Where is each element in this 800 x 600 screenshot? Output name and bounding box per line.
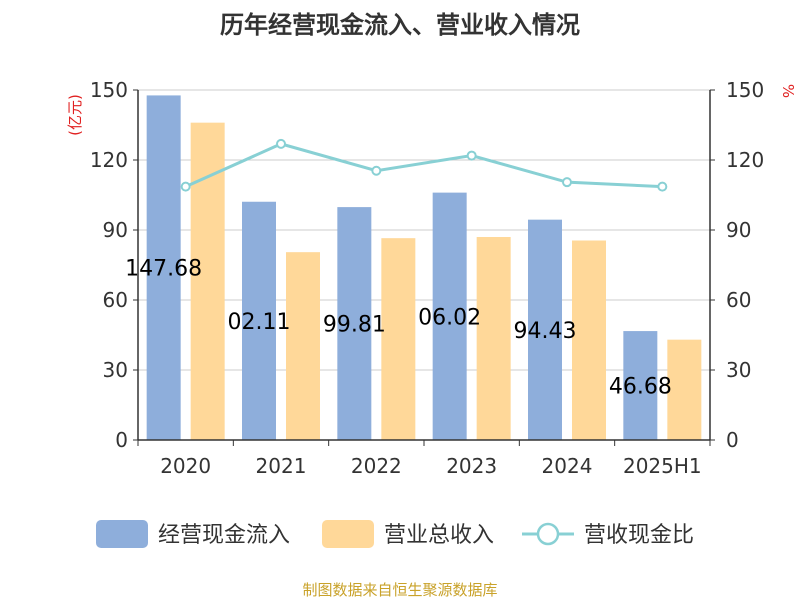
x-tick-label: 2021	[256, 454, 307, 478]
y-left-tick-label: 90	[103, 218, 128, 242]
y-right-tick-label: 90	[726, 218, 751, 242]
legend-label: 营业总收入	[384, 523, 494, 548]
bar-data-label: 147.68	[125, 257, 202, 282]
bar	[476, 237, 511, 440]
bar	[337, 207, 372, 440]
x-tick-label: 2022	[351, 454, 402, 478]
y-left-tick-label: 0	[115, 428, 128, 452]
bar-data-label: 99.81	[323, 313, 386, 338]
y-right-tick-label: 30	[726, 358, 751, 382]
bar-data-label: 94.43	[514, 319, 577, 344]
bar	[146, 95, 181, 440]
source-note: 制图数据来自恒生聚源数据库	[302, 581, 497, 599]
data-labels: 147.68 02.11 99.81 06.02 94.43 46.68	[125, 257, 672, 400]
ratio-line-point	[371, 165, 382, 176]
legend: 经营现金流入 营业总收入 营收现金比	[96, 520, 694, 548]
y-right-tick-label: 60	[726, 288, 751, 312]
bar	[432, 192, 467, 440]
bar	[381, 238, 416, 440]
bar-data-label: 02.11	[228, 310, 291, 335]
legend-label: 营收现金比	[584, 523, 694, 548]
y-left-tick-label: 60	[103, 288, 128, 312]
legend-label: 经营现金流入	[158, 523, 290, 548]
bar	[667, 339, 702, 440]
chart-title: 历年经营现金流入、营业收入情况	[220, 11, 580, 39]
ratio-line-point	[180, 181, 191, 192]
bar	[286, 252, 320, 440]
bar-data-label: 06.02	[418, 305, 481, 330]
legend-marker	[536, 522, 560, 546]
x-tick-label: 2023	[446, 454, 497, 478]
ratio-line-path	[185, 142, 663, 189]
ratio-line-point	[466, 150, 477, 161]
x-tick-label: 2020	[160, 454, 211, 478]
bar-data-label: 46.68	[609, 375, 672, 400]
y-left-tick-label: 120	[90, 148, 128, 172]
y-right-tick-label: 0	[726, 428, 739, 452]
y-right-tick-label: 150	[726, 78, 764, 102]
x-tick-label: 2024	[542, 454, 593, 478]
y-right-tick-label: 120	[726, 148, 764, 172]
y-left-tick-label: 30	[103, 358, 128, 382]
legend-swatch	[322, 520, 374, 548]
bar	[528, 219, 562, 440]
y-right-unit-label: %	[779, 84, 797, 98]
bar	[572, 240, 606, 440]
ratio-line	[180, 138, 668, 192]
ratio-line-point	[562, 177, 572, 188]
ratio-line-point	[276, 138, 286, 149]
legend-swatch	[96, 520, 148, 548]
ratio-line-point	[657, 181, 668, 192]
x-tick-label: 2025H1	[623, 454, 702, 478]
bar	[242, 201, 276, 440]
y-left-unit-label: (亿元)	[66, 94, 84, 136]
y-left-tick-label: 150	[90, 78, 128, 102]
bar	[623, 331, 658, 440]
axes: 0 30 60 90 120 150 0 30 60 90 120 150 2020 2021 2022 20…	[90, 78, 764, 478]
